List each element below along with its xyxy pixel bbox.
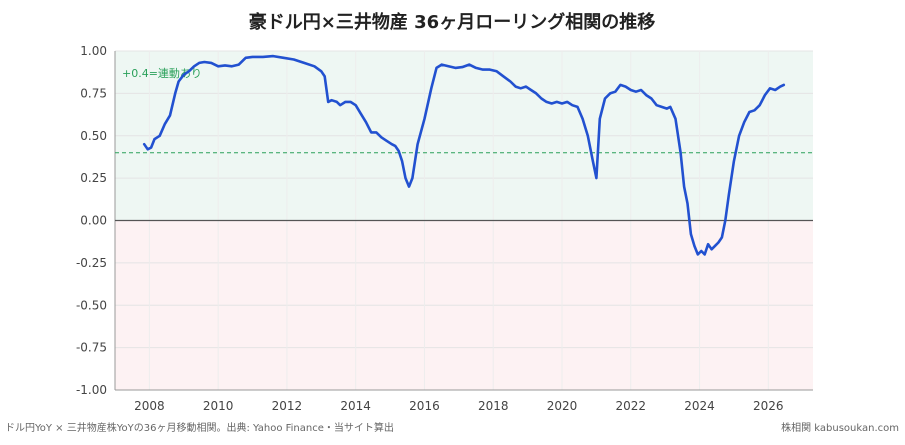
y-tick-label: 1.00 xyxy=(80,44,107,58)
plot-area: 1.00 0.75 0.50 0.25 0.00 -0.25 -0.50 -0.75 -1.00… xyxy=(76,44,813,413)
x-tick-label: 2022 xyxy=(615,399,646,413)
site-credit: 株相関 kabusoukan.com xyxy=(781,421,899,434)
x-tick-label: 2012 xyxy=(272,399,303,413)
x-tick-label: 2008 xyxy=(134,399,165,413)
y-tick-label: -0.75 xyxy=(76,341,107,355)
y-tick-label: 0.50 xyxy=(80,129,107,143)
y-tick-label: -1.00 xyxy=(76,383,107,397)
threshold-label: +0.4=連動あり xyxy=(122,66,202,80)
y-tick-label: -0.50 xyxy=(76,298,107,312)
x-tick-label: 2016 xyxy=(409,399,440,413)
x-tick-label: 2014 xyxy=(340,399,371,413)
x-tick-label: 2020 xyxy=(547,399,578,413)
x-tick-label: 2026 xyxy=(753,399,784,413)
x-tick-label: 2024 xyxy=(684,399,715,413)
y-tick-label: 0.75 xyxy=(80,86,107,100)
y-tick-label: 0.25 xyxy=(80,171,107,185)
y-tick-label: -0.25 xyxy=(76,256,107,270)
y-tick-label: 0.00 xyxy=(80,214,107,228)
source-note: ドル円YoY × 三井物産株YoYの36ヶ月移動相関。出典: Yahoo Fin… xyxy=(5,421,394,434)
x-tick-label: 2018 xyxy=(478,399,509,413)
chart-title: 豪ドル円×三井物産 36ヶ月ローリング相関の推移 xyxy=(249,11,655,33)
correlation-series-line xyxy=(142,54,786,256)
x-tick-label: 2010 xyxy=(203,399,234,413)
